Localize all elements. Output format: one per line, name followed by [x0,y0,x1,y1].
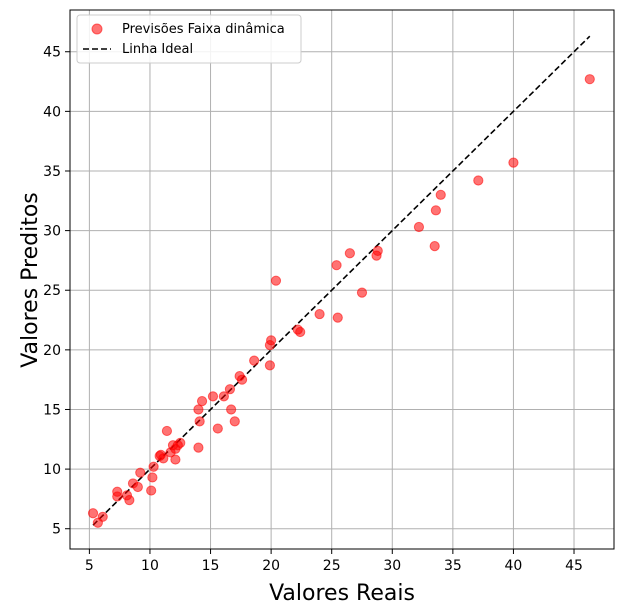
ideal-line [92,35,591,526]
scatter-point [135,467,146,478]
y-tick-label: 5 [52,522,61,538]
scatter-point [584,74,595,85]
scatter-point [473,175,484,186]
scatter-point [112,486,123,497]
scatter-point [430,205,441,216]
scatter-point [266,335,277,346]
scatter-point [212,423,223,434]
legend-box [76,14,302,64]
x-axis-ticks: 5 10 15 20 25 30 35 40 45 [85,549,583,574]
scatter-point [124,495,135,506]
y-axis-ticks: 5 10 15 20 25 30 35 40 45 [43,45,70,538]
scatter-point [193,442,204,453]
y-tick-label: 15 [43,402,61,418]
y-tick-label: 45 [43,45,61,61]
scatter-point [344,248,355,259]
scatter-point [314,308,325,320]
ideal-line-group [92,35,591,526]
legend-label-scatter: Previsões Faixa dinâmica [122,22,285,37]
scatter-point [170,454,181,465]
scatter-point [356,287,368,298]
x-tick-label: 20 [262,558,280,574]
y-tick-label: 30 [43,224,61,240]
y-tick-label: 35 [43,164,61,180]
scatter-point [229,416,240,427]
x-tick-label: 5 [85,558,94,574]
scatter-point [332,312,343,323]
x-tick-label: 35 [444,558,462,574]
scatter-points [87,74,595,528]
y-tick-label: 25 [43,283,61,299]
plot-frame [69,9,615,550]
scatter-point [194,416,205,427]
x-tick-label: 45 [565,558,583,574]
scatter-point [132,481,143,493]
scatter-point [331,260,342,271]
scatter-point [429,241,440,252]
scatter-point [158,453,169,464]
scatter-point [196,396,208,407]
scatter-point [224,384,236,395]
scatter-point [161,425,173,437]
legend-marker-scatter [91,23,103,35]
scatter-point [218,391,229,402]
scatter-point [264,360,276,371]
scatter-point [413,221,425,233]
scatter-point [295,326,306,338]
y-axis-label: Valores Preditos [18,192,43,368]
scatter-point [435,189,446,200]
x-tick-label: 30 [383,558,401,574]
legend-label-line: Linha Ideal [122,42,193,57]
y-tick-label: 40 [43,104,61,120]
scatter-point [508,157,519,168]
scatter-point [193,404,204,415]
scatter-point [372,245,383,256]
scatter-point [87,508,99,519]
scatter-point [97,511,108,522]
legend: Previsões Faixa dinâmica Linha Ideal [76,14,302,64]
scatter-point [147,472,158,483]
y-tick-label: 20 [43,343,61,359]
x-tick-label: 25 [323,558,341,574]
scatter-point [207,391,219,402]
grid-lines [70,10,614,549]
scatter-point [270,275,282,286]
scatter-point [175,437,186,448]
scatter-point [146,485,157,496]
scatter-point [148,461,159,472]
scatter-point [226,404,237,415]
y-tick-label: 10 [43,462,61,478]
x-tick-label: 40 [505,558,523,574]
x-tick-label: 15 [202,558,220,574]
scatter-point [249,355,260,366]
x-axis-label: Valores Reais [269,581,415,606]
x-tick-label: 10 [141,558,159,574]
scatter-point [236,374,248,385]
